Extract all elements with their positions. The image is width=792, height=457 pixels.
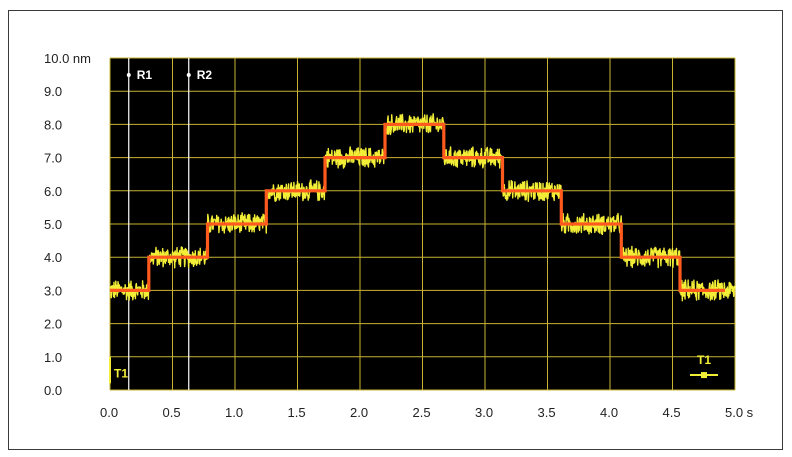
- y-tick-label: 3.0: [44, 283, 62, 298]
- y-tick-label: 0.0: [44, 383, 62, 398]
- x-tick-label: 1.5: [288, 405, 306, 420]
- cursor-dot-r1: [126, 73, 131, 77]
- x-tick-label: 4.5: [663, 405, 681, 420]
- y-tick-label: 7.0: [44, 151, 62, 166]
- noisy-signal-series: [109, 113, 736, 302]
- y-tick-label: 4.0: [44, 250, 62, 265]
- y-tick-label: 10.0 nm: [44, 51, 91, 66]
- x-tick-label: 0.0: [100, 405, 118, 420]
- x-tick-label: 3.5: [538, 405, 556, 420]
- y-tick-label: 5.0: [44, 217, 62, 232]
- y-tick-label: 9.0: [44, 84, 62, 99]
- x-tick-label: 0.5: [163, 405, 181, 420]
- trigger-marker-right-box: [701, 372, 707, 379]
- trigger-label-left: T1: [114, 366, 128, 380]
- y-tick-label: 2.0: [44, 317, 62, 332]
- cursor-label-r1: R1: [137, 68, 153, 82]
- x-tick-label: 1.0: [225, 405, 243, 420]
- cursor-label-r2: R2: [197, 68, 213, 82]
- x-tick-label: 2.0: [350, 405, 368, 420]
- step-fit-series: [110, 122, 725, 292]
- x-tick-label: 5.0 s: [725, 405, 754, 420]
- trigger-label-right: T1: [697, 353, 711, 367]
- y-tick-label: 8.0: [44, 117, 62, 132]
- x-tick-label: 4.0: [600, 405, 618, 420]
- x-tick-label: 3.0: [475, 405, 493, 420]
- x-tick-label: 2.5: [413, 405, 431, 420]
- cursor-dot-r2: [186, 73, 191, 77]
- y-tick-label: 6.0: [44, 184, 62, 199]
- y-tick-label: 1.0: [44, 350, 62, 365]
